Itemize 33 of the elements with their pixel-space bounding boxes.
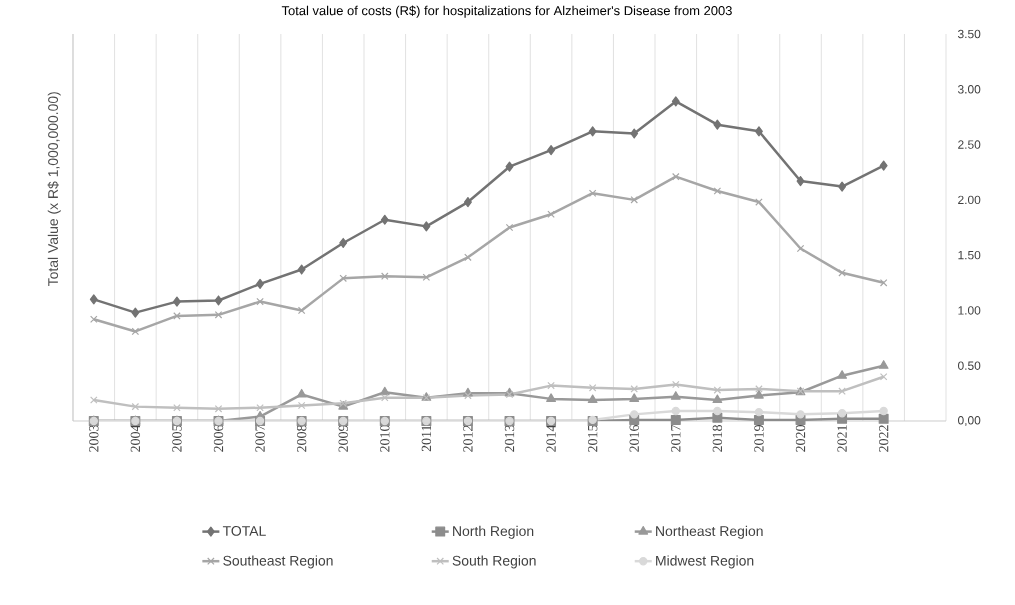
x-tick-label: 2020 [795, 425, 806, 452]
y-tick-label: 3.50 [957, 29, 981, 39]
y-tick-label: 3.00 [957, 85, 981, 94]
x-tick-label: 2017 [671, 424, 681, 452]
y-axis-title: Total Value (x R$ 1,000,000.00) [47, 92, 61, 287]
x-tick-label: 2007 [255, 424, 265, 452]
x-tick-label: 2006 [213, 424, 224, 452]
legend-label: Midwest Region [656, 555, 754, 569]
y-tick-label: 2.00 [958, 195, 981, 205]
legend-label: North Region [453, 525, 534, 539]
x-tick-label: 2011 [421, 425, 432, 452]
x-tick-label: 2019 [754, 425, 764, 452]
x-tick-label: 2004 [130, 424, 141, 452]
x-tick-label: 2012 [463, 425, 473, 452]
x-tick-label: 2022 [878, 425, 889, 452]
y-tick-label: 2.50 [958, 140, 981, 149]
y-tick-label: 1.50 [958, 250, 981, 260]
x-tick-label: 2005 [172, 425, 182, 452]
x-tick-label: 2013 [504, 425, 515, 452]
chart-title: Total value of costs (R$) for hospitalizations for Alzheimer's Disease from 2003 [281, 5, 732, 18]
y-tick-label: 0,00 [958, 416, 981, 426]
legend-label: TOTAL [222, 525, 266, 536]
legend-label: Northeast Region [656, 525, 763, 539]
y-tick-label: 1.00 [958, 306, 981, 315]
x-tick-label: 2016 [629, 424, 639, 452]
legend-label: Southeast Region [223, 555, 333, 569]
x-tick-label: 2018 [712, 425, 723, 452]
x-tick-label: 2015 [587, 425, 598, 452]
legend-label: South Region [452, 555, 536, 569]
y-tick-label: 0.50 [958, 361, 981, 370]
x-tick-label: 2003 [89, 425, 99, 452]
x-tick-label: 2014 [546, 424, 556, 452]
x-tick-label: 2021 [837, 425, 847, 452]
